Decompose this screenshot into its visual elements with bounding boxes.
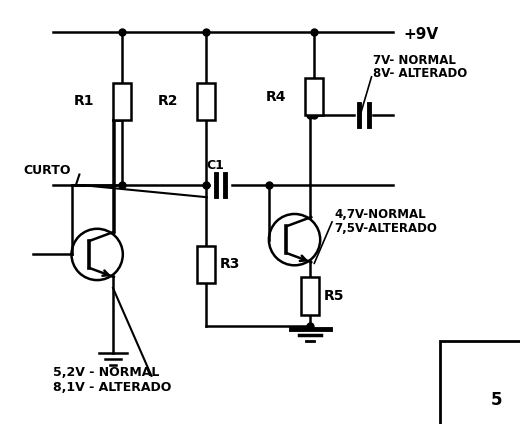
Text: R1: R1 bbox=[74, 95, 94, 109]
Text: 5,2V - NORMAL: 5,2V - NORMAL bbox=[53, 366, 159, 379]
Text: 5: 5 bbox=[490, 391, 502, 410]
Bar bbox=[113, 83, 131, 120]
Bar bbox=[197, 245, 215, 283]
Text: C1: C1 bbox=[206, 159, 225, 172]
Text: R5: R5 bbox=[324, 289, 345, 303]
Text: R2: R2 bbox=[158, 95, 178, 109]
Text: 7,5V-ALTERADO: 7,5V-ALTERADO bbox=[334, 222, 437, 235]
Text: CURTO: CURTO bbox=[23, 164, 71, 177]
Text: 8,1V - ALTERADO: 8,1V - ALTERADO bbox=[53, 381, 171, 394]
Text: +9V: +9V bbox=[403, 27, 438, 42]
Bar bbox=[305, 78, 323, 115]
Text: R3: R3 bbox=[219, 257, 240, 271]
Text: 7V- NORMAL: 7V- NORMAL bbox=[373, 53, 457, 67]
Text: 4,7V-NORMAL: 4,7V-NORMAL bbox=[334, 209, 426, 221]
Text: R4: R4 bbox=[266, 89, 287, 103]
Bar bbox=[197, 83, 215, 120]
Text: 8V- ALTERADO: 8V- ALTERADO bbox=[373, 67, 468, 80]
Bar bbox=[302, 277, 319, 315]
